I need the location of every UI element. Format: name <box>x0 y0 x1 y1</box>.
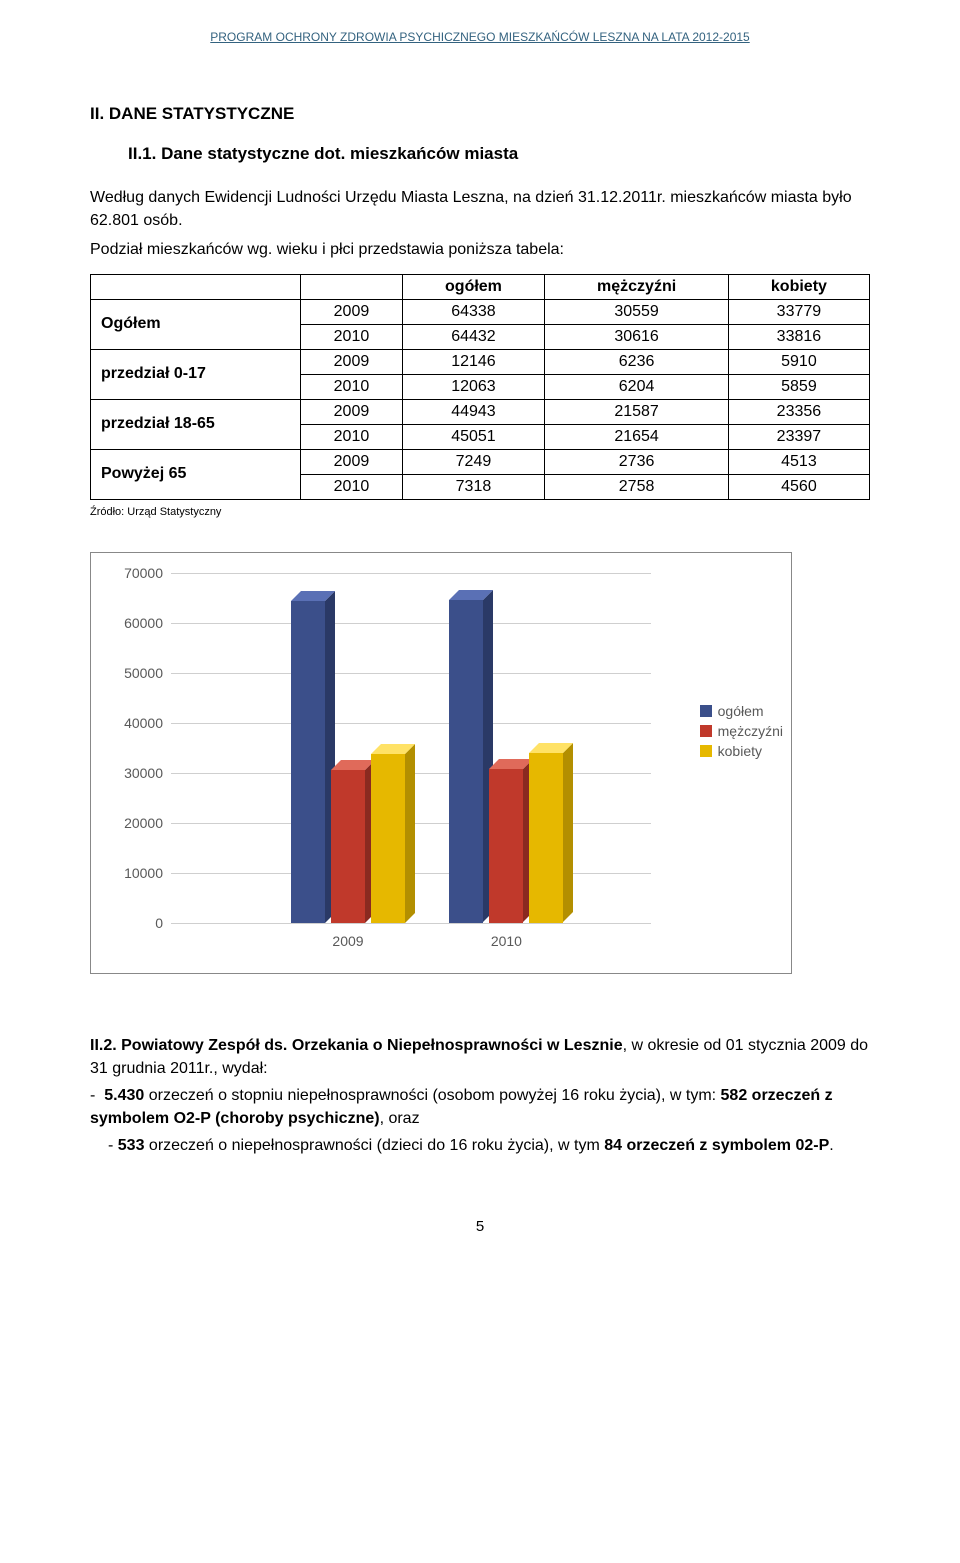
chart-ytick: 60000 <box>124 615 171 631</box>
table-row: Ogółem2009643383055933779 <box>91 299 870 324</box>
row-label: przedział 18-65 <box>91 399 301 449</box>
section-ii2-title: II.2. Powiatowy Zespół ds. Orzekania o N… <box>90 1037 623 1054</box>
table-cell: 21587 <box>545 399 729 424</box>
col-ogolem: ogółem <box>402 274 545 299</box>
chart-ytick: 40000 <box>124 715 171 731</box>
page-number: 5 <box>90 1218 870 1235</box>
paragraph-2: Podział mieszkańców wg. wieku i płci prz… <box>90 238 870 261</box>
legend-swatch-icon <box>700 725 712 737</box>
legend-label: kobiety <box>718 743 762 759</box>
table-cell: 64432 <box>402 324 545 349</box>
paragraph-1: Według danych Ewidencji Ludności Urzędu … <box>90 186 870 232</box>
table-cell: 2009 <box>301 299 402 324</box>
col-mezczyzni: mężczyźni <box>545 274 729 299</box>
chart-xtick: 2010 <box>491 923 522 949</box>
chart-legend: ogółem mężczyźni kobiety <box>700 703 783 763</box>
row-label: Powyżej 65 <box>91 449 301 499</box>
section-ii2: II.2. Powiatowy Zespół ds. Orzekania o N… <box>90 1034 870 1158</box>
chart-bar <box>371 744 415 923</box>
table-cell: 23356 <box>728 399 869 424</box>
table-cell: 2009 <box>301 349 402 374</box>
table-cell: 33779 <box>728 299 869 324</box>
table-row: przedział 0-1720091214662365910 <box>91 349 870 374</box>
chart-bar <box>489 759 533 922</box>
table-cell: 2736 <box>545 449 729 474</box>
table-cell: 30616 <box>545 324 729 349</box>
table-cell: 44943 <box>402 399 545 424</box>
ii2-bullet1-mid: orzeczeń o stopniu niepełnosprawności (o… <box>144 1087 720 1104</box>
chart-gridline <box>171 573 651 574</box>
chart-bar <box>449 590 493 922</box>
legend-swatch-icon <box>700 745 712 757</box>
table-cell: 4560 <box>728 474 869 499</box>
ii2-bullet1-number: 5.430 <box>104 1087 144 1104</box>
chart-ytick: 20000 <box>124 815 171 831</box>
document-page: PROGRAM OCHRONY ZDROWIA PSYCHICZNEGO MIE… <box>0 0 960 1275</box>
chart-bar <box>291 591 335 923</box>
ii2-bullet2-mid: orzeczeń o niepełnosprawności (dzieci do… <box>144 1137 604 1154</box>
chart-ytick: 70000 <box>124 565 171 581</box>
table-cell: 7249 <box>402 449 545 474</box>
table-cell: 5910 <box>728 349 869 374</box>
table-cell: 2010 <box>301 474 402 499</box>
population-chart: 0 10000 20000 30000 40000 50000 60000 70000 2009… <box>90 552 792 974</box>
chart-gridline <box>171 923 651 924</box>
section-heading-ii: II. DANE STATYSTYCZNE <box>90 104 870 124</box>
row-label: Ogółem <box>91 299 301 349</box>
chart-gridline <box>171 673 651 674</box>
population-table: ogółem mężczyźni kobiety Ogółem200964338… <box>90 274 870 500</box>
table-cell: 33816 <box>728 324 869 349</box>
chart-gridline <box>171 623 651 624</box>
table-cell: 64338 <box>402 299 545 324</box>
page-header: PROGRAM OCHRONY ZDROWIA PSYCHICZNEGO MIE… <box>90 30 870 44</box>
table-cell: 12063 <box>402 374 545 399</box>
ii2-bullet2-tail: . <box>829 1137 833 1154</box>
legend-item: kobiety <box>700 743 783 759</box>
table-cell: 2010 <box>301 374 402 399</box>
ii2-bullet2-bold: 84 orzeczeń z symbolem 02-P <box>604 1137 829 1154</box>
table-cell: 2010 <box>301 424 402 449</box>
legend-item: mężczyźni <box>700 723 783 739</box>
row-label: przedział 0-17 <box>91 349 301 399</box>
ii2-bullet1-tail: , oraz <box>380 1110 420 1127</box>
chart-bar <box>529 743 573 922</box>
table-cell: 45051 <box>402 424 545 449</box>
table-cell: 6236 <box>545 349 729 374</box>
chart-ytick: 10000 <box>124 865 171 881</box>
ii2-bullet2-number: 533 <box>118 1137 145 1154</box>
table-cell: 2009 <box>301 399 402 424</box>
legend-swatch-icon <box>700 705 712 717</box>
chart-ytick: 0 <box>155 915 171 931</box>
table-cell: 12146 <box>402 349 545 374</box>
table-cell: 23397 <box>728 424 869 449</box>
chart-ytick: 50000 <box>124 665 171 681</box>
chart-bar <box>331 760 375 923</box>
legend-label: ogółem <box>718 703 764 719</box>
table-cell: 6204 <box>545 374 729 399</box>
table-cell: 5859 <box>728 374 869 399</box>
table-cell: 30559 <box>545 299 729 324</box>
table-cell: 2758 <box>545 474 729 499</box>
table-cell: 7318 <box>402 474 545 499</box>
section-heading-ii1: II.1. Dane statystyczne dot. mieszkańców… <box>128 144 870 164</box>
table-cell: 4513 <box>728 449 869 474</box>
table-cell: 2009 <box>301 449 402 474</box>
col-kobiety: kobiety <box>728 274 869 299</box>
table-header-row: ogółem mężczyźni kobiety <box>91 274 870 299</box>
table-cell: 2010 <box>301 324 402 349</box>
chart-gridline <box>171 723 651 724</box>
table-row: przedział 18-652009449432158723356 <box>91 399 870 424</box>
table-source: Źródło: Urząd Statystyczny <box>90 506 870 518</box>
legend-item: ogółem <box>700 703 783 719</box>
legend-label: mężczyźni <box>718 723 783 739</box>
chart-xtick: 2009 <box>332 923 363 949</box>
chart-ytick: 30000 <box>124 765 171 781</box>
table-cell: 21654 <box>545 424 729 449</box>
table-row: Powyżej 652009724927364513 <box>91 449 870 474</box>
